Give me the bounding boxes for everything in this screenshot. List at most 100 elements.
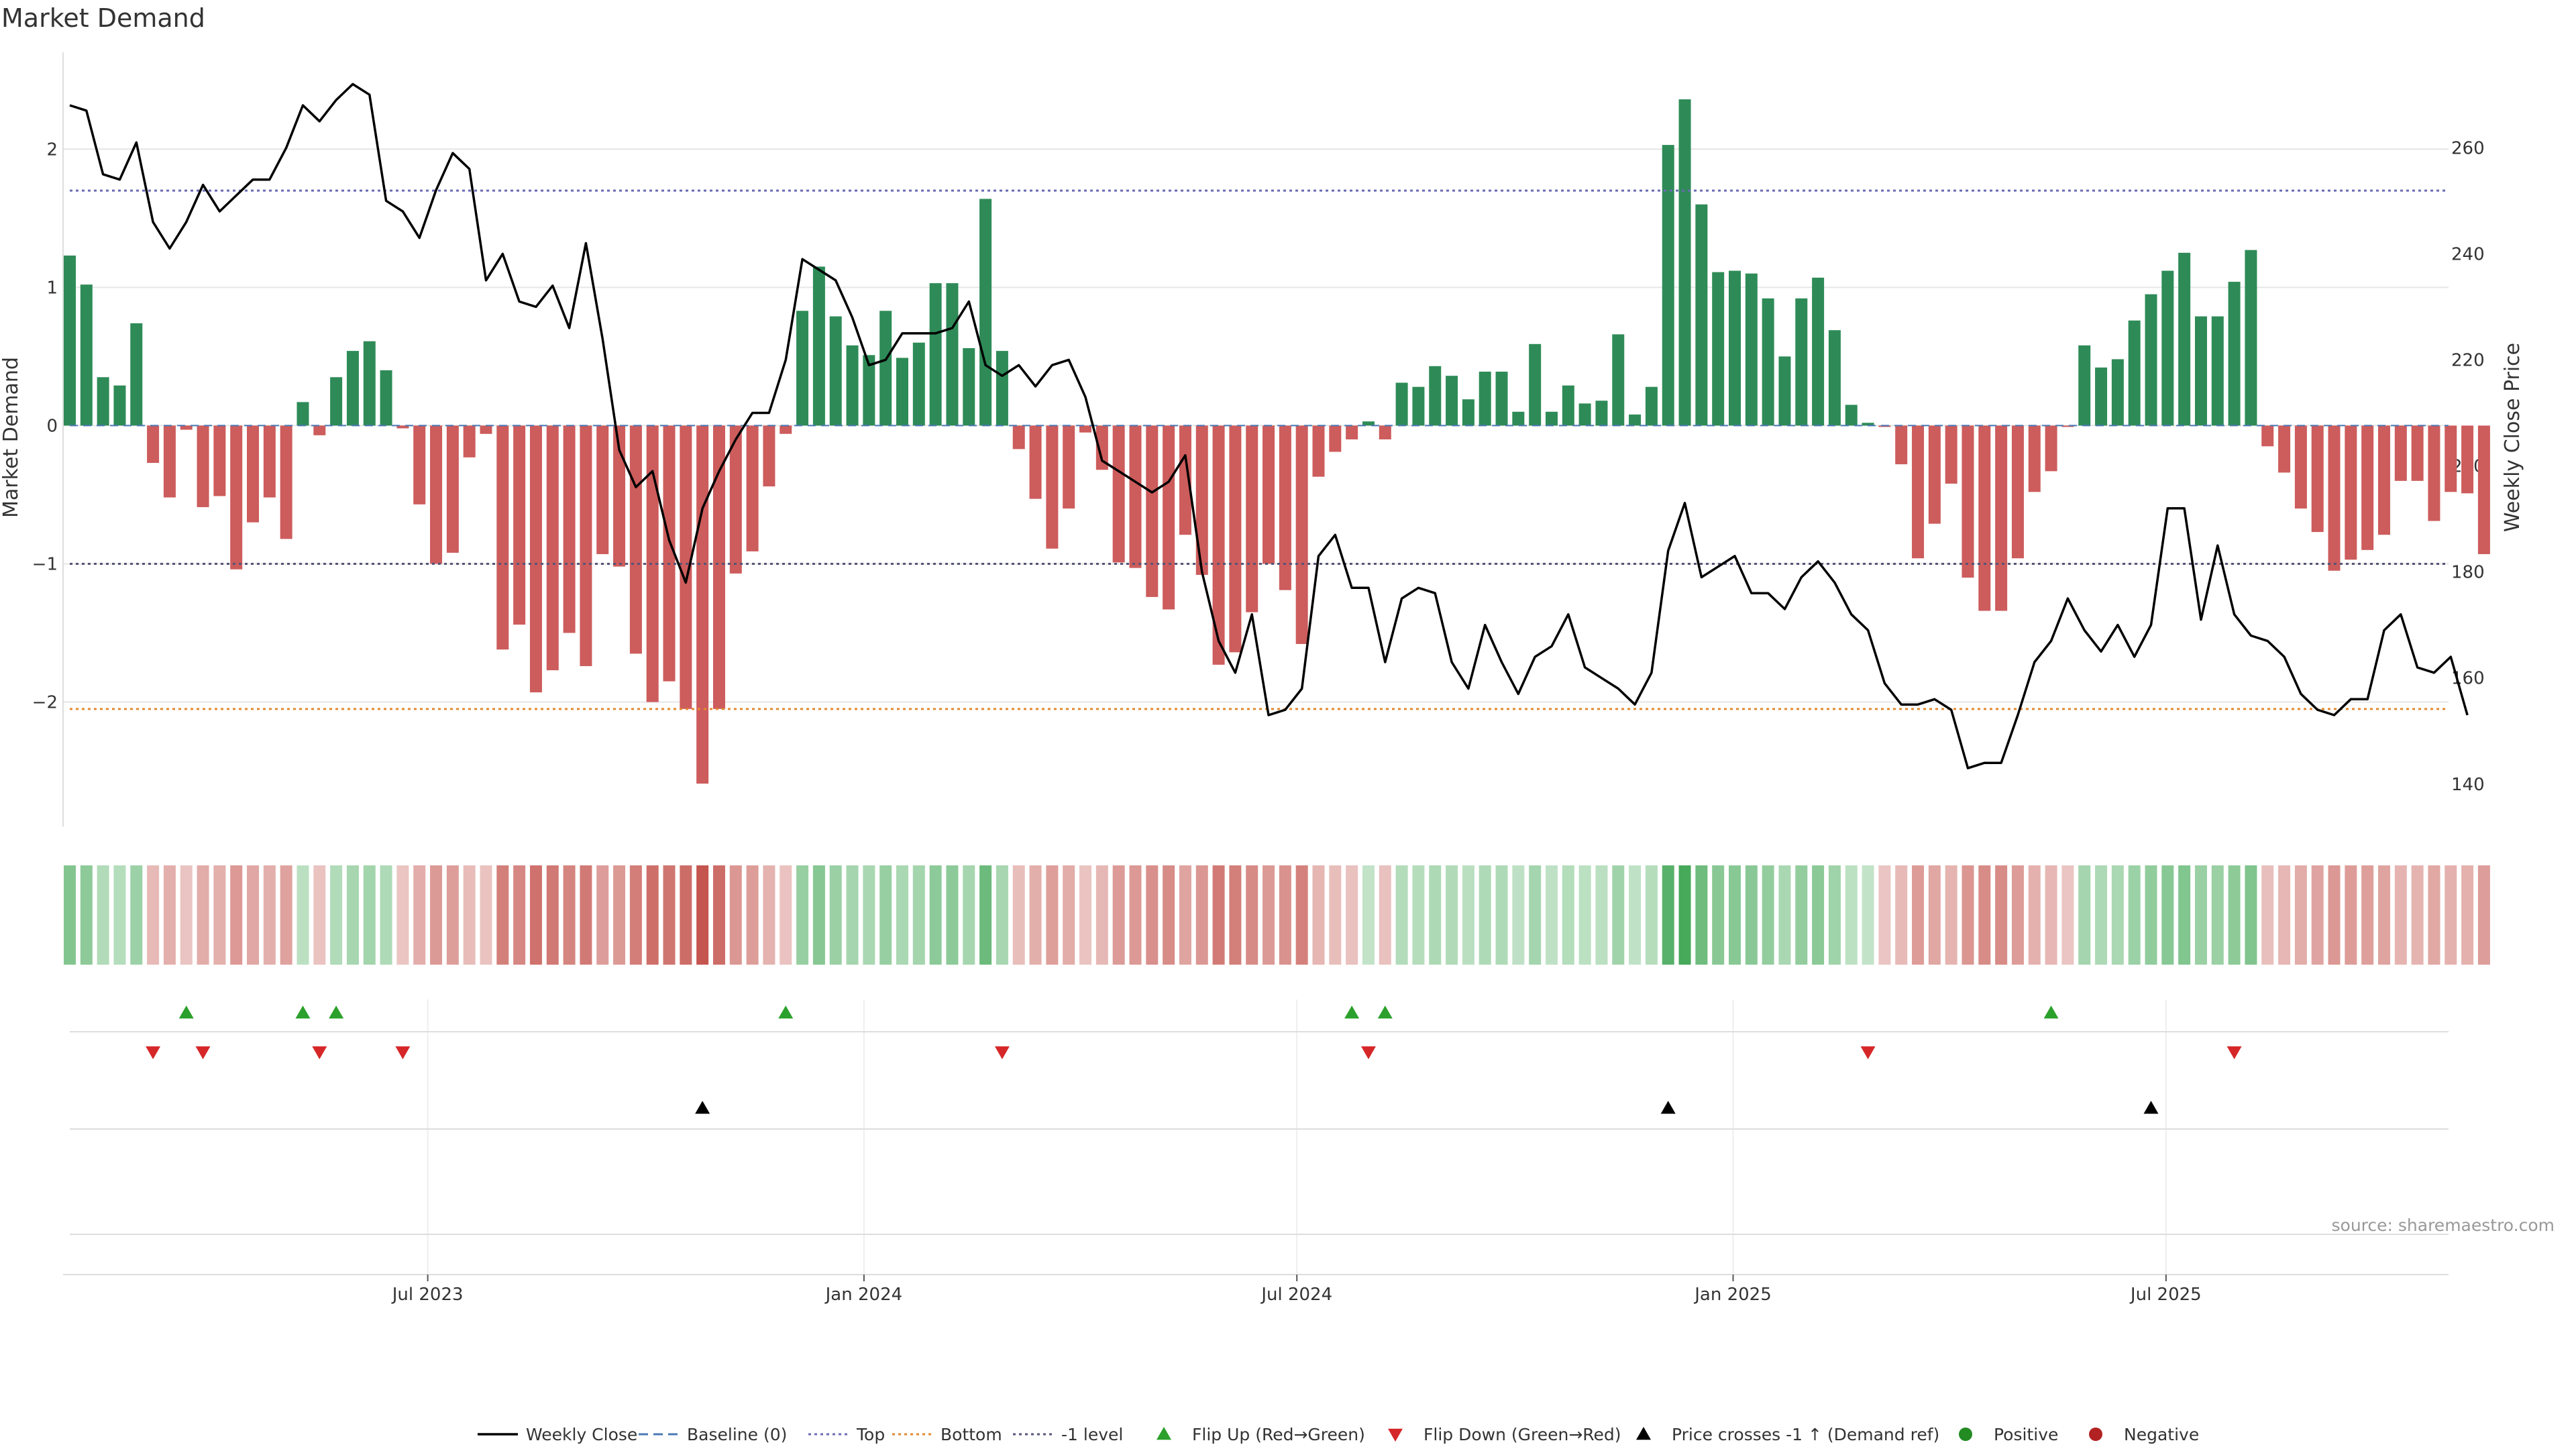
negative-demand-bar: [580, 425, 592, 666]
heat-strip-cell: [1562, 865, 1574, 965]
heat-strip-cell: [2028, 865, 2041, 965]
negative-demand-bar: [1046, 425, 1059, 549]
heat-strip-cell: [2477, 865, 2490, 965]
negative-demand-bar: [2477, 425, 2490, 555]
negative-demand-bar: [1012, 425, 1025, 449]
left-tick-label: −2: [32, 693, 58, 713]
positive-demand-bar: [846, 345, 859, 426]
heat-strip-cell: [1912, 865, 1925, 965]
negative-demand-bar: [1163, 425, 1175, 610]
right-axis-title: Weekly Close Price: [2501, 343, 2524, 532]
heat-strip-cell: [1212, 865, 1225, 965]
heat-strip-cell: [596, 865, 609, 965]
heat-strip-cell: [680, 865, 692, 965]
negative-demand-bar: [2311, 425, 2324, 533]
negative-demand-bar: [2377, 425, 2390, 535]
right-tick-label: 180: [2451, 563, 2485, 583]
heat-strip-cell: [2261, 865, 2274, 965]
positive-demand-bar: [1495, 372, 1508, 426]
heat-strip-cell: [363, 865, 376, 965]
heat-strip-cell: [446, 865, 459, 965]
heat-strip-cell: [1179, 865, 1191, 965]
positive-demand-bar: [929, 283, 942, 426]
heat-strip-cell: [879, 865, 892, 965]
heat-strip-cell: [330, 865, 343, 965]
chart-title: Market Demand: [1, 3, 205, 33]
heat-strip-cell: [1678, 865, 1691, 965]
heat-strip-cell: [1812, 865, 1825, 965]
heat-strip-cell: [1962, 865, 1974, 965]
positive-demand-bar: [2161, 270, 2174, 426]
positive-demand-bar: [1412, 386, 1425, 426]
negative-demand-bar: [1112, 425, 1125, 563]
left-tick-label: 2: [46, 140, 58, 160]
negative-demand-bar: [2045, 425, 2057, 472]
heat-strip-cell: [1512, 865, 1525, 965]
positive-demand-bar: [2128, 320, 2141, 426]
negative-demand-bar: [2278, 425, 2291, 473]
heat-strip-cell: [1263, 865, 1275, 965]
positive-demand-bar: [946, 283, 959, 426]
negative-demand-bar: [446, 425, 459, 553]
heat-strip-cell: [1279, 865, 1291, 965]
negative-demand-bar: [513, 425, 526, 625]
heat-strip-cell: [696, 865, 709, 965]
heat-strip-cell: [1479, 865, 1491, 965]
negative-demand-bar: [563, 425, 576, 633]
heat-strip-cell: [1662, 865, 1674, 965]
legend-swatch-flip-down: [1388, 1428, 1403, 1442]
heat-strip-cell: [2228, 865, 2241, 965]
positive-demand-bar: [1695, 204, 1708, 426]
heat-strip-cell: [2061, 865, 2074, 965]
heat-strip-cell: [64, 865, 76, 965]
positive-demand-bar: [2228, 282, 2241, 426]
heat-strip-cell: [979, 865, 992, 965]
positive-demand-bar: [1612, 334, 1625, 426]
heat-strip-cell: [2461, 865, 2474, 965]
negative-demand-bar: [496, 425, 509, 650]
positive-demand-bar: [1545, 411, 1558, 426]
positive-demand-bar: [1762, 298, 1774, 426]
heat-strip-cell: [1612, 865, 1625, 965]
positive-demand-bar: [829, 316, 842, 426]
legend-label: Positive: [1994, 1425, 2058, 1444]
heat-strip-cell: [1129, 865, 1142, 965]
positive-demand-bar: [796, 311, 809, 426]
heat-strip-cell: [2011, 865, 2024, 965]
negative-demand-bar: [1246, 425, 1258, 612]
heat-strip-cell: [1229, 865, 1242, 965]
heat-strip-cell: [1828, 865, 1841, 965]
x-tick-label: Jul 2025: [2129, 1285, 2202, 1305]
heat-strip-cell: [1095, 865, 1108, 965]
heat-strip-cell: [1112, 865, 1125, 965]
heat-strip-cell: [163, 865, 176, 965]
negative-demand-bar: [712, 425, 725, 709]
negative-demand-bar: [1079, 425, 1092, 433]
positive-demand-bar: [1595, 400, 1608, 426]
positive-demand-bar: [963, 347, 975, 426]
heat-strip-cell: [1645, 865, 1658, 965]
heat-strip-cell: [663, 865, 676, 965]
negative-demand-bar: [780, 425, 792, 434]
heat-strip-cell: [2361, 865, 2374, 965]
heat-strip-cell: [396, 865, 409, 965]
negative-demand-bar: [463, 425, 476, 458]
heat-strip-cell: [996, 865, 1008, 965]
heat-strip-cell: [1578, 865, 1591, 965]
negative-demand-bar: [629, 425, 642, 654]
heat-strip-cell: [2411, 865, 2424, 965]
negative-demand-bar: [1945, 425, 1957, 484]
heat-strip-cell: [113, 865, 126, 965]
negative-demand-bar: [1295, 425, 1308, 644]
negative-demand-bar: [430, 425, 443, 564]
heat-strip-cell: [496, 865, 509, 965]
negative-demand-bar: [1063, 425, 1075, 509]
legend-label: Weekly Close: [526, 1425, 637, 1444]
left-tick-label: −1: [32, 554, 58, 574]
negative-demand-bar: [280, 425, 292, 539]
positive-demand-bar: [1362, 421, 1375, 426]
heat-strip-cell: [2294, 865, 2307, 965]
positive-demand-bar: [1812, 277, 1825, 426]
positive-demand-bar: [1678, 99, 1691, 426]
positive-demand-bar: [1578, 403, 1591, 426]
